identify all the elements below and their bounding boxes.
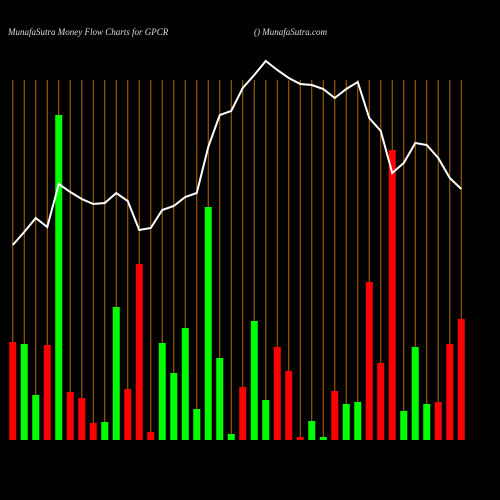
bar [457, 319, 465, 440]
bar [250, 321, 258, 440]
bar [434, 402, 442, 440]
bar [170, 373, 178, 440]
price-line [12, 59, 462, 246]
bar [319, 437, 327, 440]
bar [66, 392, 74, 440]
bar [388, 150, 396, 440]
bar [400, 411, 408, 440]
bar [101, 422, 109, 440]
chart-title: MunafaSutra Money Flow Charts for GPCR [7, 27, 169, 37]
bar [354, 402, 362, 440]
bar [124, 389, 132, 440]
bar [55, 115, 63, 440]
bar [365, 282, 373, 440]
bar [227, 434, 235, 440]
bar [193, 409, 201, 440]
bar [20, 344, 28, 440]
bar [285, 371, 293, 440]
bar [89, 423, 97, 440]
bar [112, 307, 120, 440]
bar [342, 404, 350, 440]
bar [158, 343, 166, 440]
bar [32, 395, 40, 440]
bar [423, 404, 431, 440]
bar [446, 344, 454, 440]
bar [262, 400, 270, 440]
bar [411, 347, 419, 440]
bar [296, 437, 304, 440]
bar [147, 432, 155, 440]
bar [135, 264, 143, 440]
bar [43, 345, 51, 440]
bar [239, 387, 247, 440]
bar [78, 398, 86, 440]
bar [204, 207, 212, 440]
bar [308, 421, 316, 440]
chart-subtitle: () MunafaSutra.com [254, 27, 327, 37]
bar [273, 347, 281, 440]
bar [9, 342, 17, 440]
bar [216, 358, 224, 440]
bar [331, 391, 339, 440]
bar [181, 328, 189, 440]
bar [377, 363, 385, 440]
